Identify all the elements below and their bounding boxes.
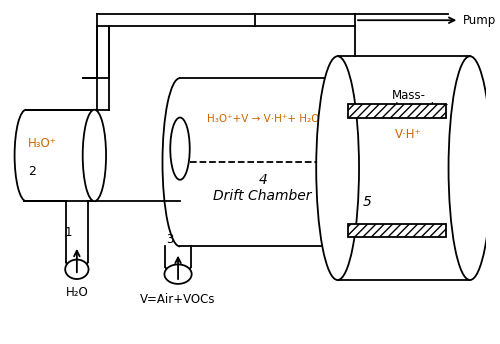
Ellipse shape — [316, 56, 359, 280]
Text: V·H⁺: V·H⁺ — [396, 128, 422, 141]
Text: H₃O⁺+V → V·H⁺+ H₂O: H₃O⁺+V → V·H⁺+ H₂O — [206, 115, 319, 125]
Ellipse shape — [65, 260, 88, 279]
Text: Mass-: Mass- — [392, 89, 426, 101]
Ellipse shape — [164, 265, 192, 284]
Text: 3: 3 — [166, 233, 173, 246]
Text: H₂O: H₂O — [66, 286, 88, 299]
Text: H₃O⁺: H₃O⁺ — [28, 137, 57, 150]
Text: Pump: Pump — [463, 14, 496, 27]
Text: 4: 4 — [258, 173, 267, 187]
Text: Drift Chamber: Drift Chamber — [214, 189, 312, 203]
Text: 5: 5 — [362, 195, 371, 209]
Text: 2: 2 — [28, 164, 36, 178]
Text: spectrometer: spectrometer — [369, 101, 448, 114]
Ellipse shape — [82, 110, 106, 201]
Bar — [348, 224, 446, 237]
Ellipse shape — [170, 118, 190, 180]
Ellipse shape — [448, 56, 492, 280]
Bar — [348, 104, 446, 118]
Ellipse shape — [323, 78, 358, 246]
Text: 1: 1 — [64, 226, 72, 239]
Text: V=Air+VOCs: V=Air+VOCs — [140, 293, 216, 306]
